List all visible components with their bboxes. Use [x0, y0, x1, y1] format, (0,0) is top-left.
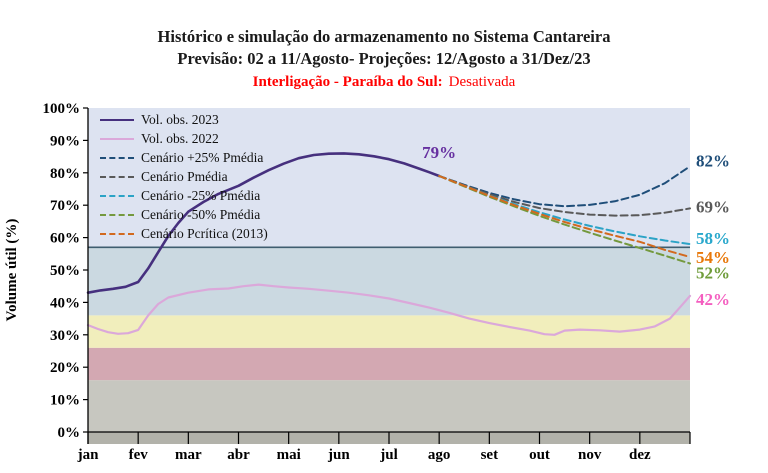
legend-line-sample: [100, 195, 134, 197]
band: [88, 380, 690, 432]
y-tick-label: 10%: [50, 393, 80, 409]
legend-line-sample: [100, 233, 134, 235]
legend-line-sample: [100, 119, 134, 121]
y-tick-label: 0%: [58, 425, 81, 441]
series-line: [86, 283, 692, 336]
y-tick-label: 90%: [50, 133, 80, 149]
x-tick-label: set: [481, 447, 499, 463]
x-tick-label: jan: [77, 447, 99, 463]
interconnection-status-line: Interligação - Paraíba do Sul: Desativada: [0, 71, 768, 93]
x-tick-label: jul: [379, 447, 398, 463]
legend-item-label: Cenário Pmédia: [141, 169, 228, 184]
series-line: [86, 152, 441, 295]
legend-item: Cenário -25% Pmédia: [100, 188, 268, 204]
y-tick-label: 50%: [50, 263, 80, 279]
scenario-end-label: 58%: [696, 229, 730, 248]
chart-title: Histórico e simulação do armazenamento n…: [157, 27, 611, 46]
band: [88, 315, 690, 348]
scenario-end-label: 82%: [696, 151, 730, 170]
chart-header: Histórico e simulação do armazenamento n…: [0, 26, 768, 93]
scenario-end-label: 42%: [696, 290, 730, 309]
series-line: [438, 175, 691, 258]
y-tick-label: 70%: [50, 198, 80, 214]
scenario-end-label: 54%: [696, 248, 730, 267]
legend-item-label: Cenário +25% Pmédia: [141, 150, 264, 165]
band: [88, 108, 690, 248]
x-tick-label: out: [529, 447, 550, 463]
x-tick-label: nov: [578, 447, 602, 463]
x-tick-label: ago: [428, 447, 451, 463]
legend-item: Cenário Pmédia: [100, 169, 268, 185]
legend-line-sample: [100, 157, 134, 159]
legend-line-sample: [100, 138, 134, 140]
y-tick-label: 80%: [50, 166, 80, 182]
legend-item: Cenário +25% Pmédia: [100, 150, 268, 166]
legend-line-sample: [100, 214, 134, 216]
y-tick-label: 100%: [43, 101, 81, 117]
legend-line-sample: [100, 176, 134, 178]
legend-item: Cenário Pcrítica (2013): [100, 226, 268, 242]
legend-item-label: Cenário -25% Pmédia: [141, 188, 261, 203]
legend-item-label: Vol. obs. 2022: [141, 131, 219, 146]
y-tick-label: 60%: [50, 231, 80, 247]
interconnection-status: Desativada: [448, 74, 516, 90]
chart-legend: Vol. obs. 2023 Vol. obs. 2022 Cenário +25%…: [100, 112, 268, 242]
band: [88, 247, 690, 316]
legend-item: Cenário -50% Pmédia: [100, 207, 268, 223]
y-tick-label: 40%: [50, 295, 80, 311]
legend-item-label: Vol. obs. 2023: [141, 112, 219, 127]
x-tick-label: jun: [327, 447, 350, 463]
x-tick-label: mai: [277, 447, 301, 463]
x-tick-label: fev: [129, 447, 149, 463]
series-line: [438, 165, 691, 208]
scenario-end-label: 69%: [696, 197, 730, 216]
y-tick-label: 20%: [50, 360, 80, 376]
y-axis-title: Volume útil (%): [4, 219, 20, 322]
legend-item: Vol. obs. 2023: [100, 112, 268, 128]
chart-subtitle: Previsão: 02 a 11/Agosto- Projeções: 12/…: [177, 49, 591, 68]
x-tick-label: mar: [175, 447, 202, 463]
band: [88, 347, 690, 381]
x-tick-label: abr: [227, 447, 250, 463]
x-tick-label: dez: [629, 447, 651, 463]
legend-item: Vol. obs. 2022: [100, 131, 268, 147]
legend-item-label: Cenário -50% Pmédia: [141, 207, 261, 222]
legend-item-label: Cenário Pcrítica (2013): [141, 226, 268, 241]
y-tick-label: 30%: [50, 328, 80, 344]
scenario-end-label: 52%: [696, 264, 730, 283]
interconnection-label: Interligação - Paraíba do Sul:: [252, 74, 443, 90]
current-volume-annotation: 79%: [422, 143, 456, 162]
